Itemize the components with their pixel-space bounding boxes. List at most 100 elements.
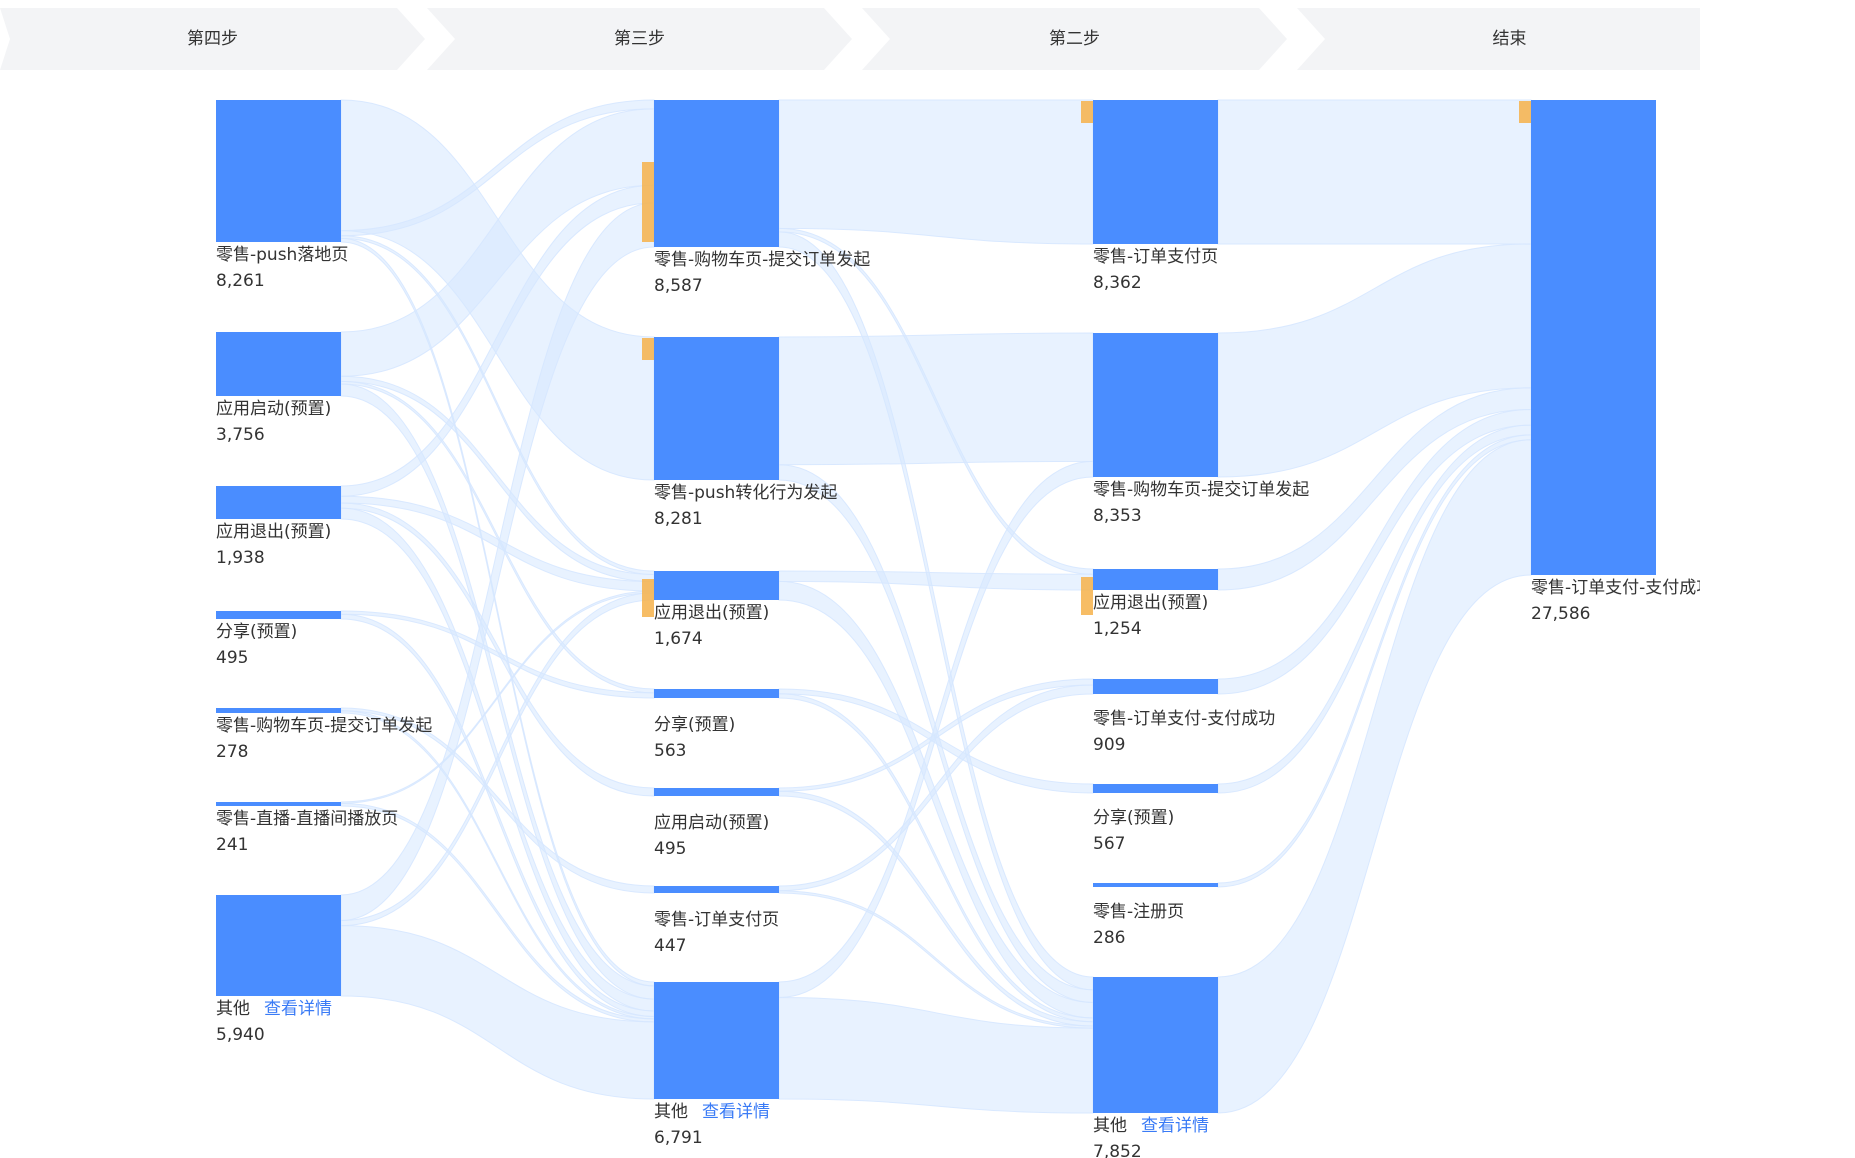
step-chevron — [1297, 8, 1722, 70]
node-value-c2n1: 8,353 — [1093, 506, 1142, 526]
view-details-link[interactable]: 查看详情 — [702, 1102, 770, 1122]
node-accent-c1n2 — [642, 579, 654, 617]
node-c2n5[interactable] — [1093, 883, 1218, 887]
flow-link-c1n6-c2n1[interactable] — [778, 460, 1094, 999]
flow-link-c0n5-c1n2[interactable] — [340, 590, 655, 804]
flow-link-c1n0-c2n0[interactable] — [778, 99, 1094, 245]
node-label-text: 零售-购物车页-提交订单发起 — [1093, 480, 1310, 500]
node-label-text: 零售-push转化行为发起 — [654, 483, 838, 503]
node-c0n2[interactable] — [216, 486, 341, 519]
node-c2n3[interactable] — [1093, 679, 1218, 694]
step-label: 第四步 — [187, 29, 238, 49]
node-label-c2n0: 零售-订单支付页 — [1093, 246, 1218, 268]
node-label-c1n1: 零售-push转化行为发起 — [654, 482, 837, 504]
step-label: 结束 — [1492, 29, 1527, 49]
node-c2n2[interactable] — [1093, 569, 1218, 590]
node-c0n4[interactable] — [216, 708, 341, 713]
node-label-text: 分享(预置) — [1093, 808, 1175, 828]
node-value-c2n4: 567 — [1093, 834, 1126, 854]
nodes-layer — [216, 100, 1656, 1113]
step-2: 第三步 — [427, 8, 852, 70]
node-label-c1n0: 零售-购物车页-提交订单发起 — [654, 249, 870, 271]
node-c2n6[interactable] — [1093, 977, 1218, 1113]
step-4: 结束 — [1297, 8, 1722, 70]
node-value-c1n3: 563 — [654, 741, 687, 761]
node-c1n2[interactable] — [654, 571, 779, 600]
node-value-c1n5: 447 — [654, 936, 687, 956]
node-value-c2n0: 8,362 — [1093, 273, 1142, 293]
step-chevron — [0, 8, 425, 70]
node-label-text: 分享(预置) — [654, 715, 736, 735]
node-label-text: 分享(预置) — [216, 622, 298, 642]
node-c2n1[interactable] — [1093, 333, 1218, 477]
step-label: 第二步 — [1049, 29, 1100, 49]
node-c3n0[interactable] — [1531, 100, 1656, 575]
node-value-c3n0: 27,586 — [1531, 604, 1591, 624]
links-layer — [340, 99, 1532, 1114]
node-accent-c3n0 — [1519, 101, 1531, 123]
node-accent-c1n1 — [642, 338, 654, 360]
node-label-c2n4: 分享(预置) — [1093, 807, 1174, 829]
viewport-clip — [1700, 0, 1855, 1158]
node-c1n1[interactable] — [654, 337, 779, 480]
node-c1n6[interactable] — [654, 982, 779, 1099]
node-c1n4[interactable] — [654, 788, 779, 796]
node-c0n5[interactable] — [216, 802, 341, 806]
node-label-c2n6: 其他 查看详情 — [1093, 1115, 1209, 1137]
node-label-c0n3: 分享(预置) — [216, 621, 297, 643]
node-value-c0n3: 495 — [216, 648, 249, 668]
node-value-c1n2: 1,674 — [654, 629, 703, 649]
node-c0n1[interactable] — [216, 332, 341, 396]
node-label-text: 零售-注册页 — [1093, 902, 1185, 922]
step-chevron — [862, 8, 1287, 70]
node-value-c1n1: 8,281 — [654, 509, 703, 529]
node-c2n0[interactable] — [1093, 100, 1218, 244]
view-details-link[interactable]: 查看详情 — [264, 999, 332, 1019]
node-value-c0n5: 241 — [216, 835, 249, 855]
node-label-c2n5: 零售-注册页 — [1093, 901, 1184, 923]
node-label-c1n4: 应用启动(预置) — [654, 812, 769, 834]
node-label-text: 其他 — [216, 999, 250, 1019]
step-header: 第四步 第三步 第二步 结束 — [0, 8, 1722, 70]
node-label-c2n1: 零售-购物车页-提交订单发起 — [1093, 479, 1309, 501]
node-label-text: 其他 — [654, 1102, 688, 1122]
view-details-link[interactable]: 查看详情 — [1141, 1116, 1209, 1136]
flow-link-c1n3-c2n4[interactable] — [778, 688, 1094, 794]
node-label-c0n4: 零售-购物车页-提交订单发起 — [216, 715, 432, 737]
node-value-c2n2: 1,254 — [1093, 619, 1142, 639]
node-label-c1n5: 零售-订单支付页 — [654, 909, 779, 931]
node-c1n5[interactable] — [654, 886, 779, 893]
node-label-c0n1: 应用启动(预置) — [216, 398, 331, 420]
node-label-text: 零售-push落地页 — [216, 245, 349, 265]
node-label-c1n3: 分享(预置) — [654, 714, 735, 736]
node-value-c0n4: 278 — [216, 742, 249, 762]
node-label-text: 应用启动(预置) — [216, 399, 332, 419]
node-value-c1n6: 6,791 — [654, 1128, 703, 1148]
node-c0n0[interactable] — [216, 100, 341, 242]
node-accent-c1n0 — [642, 162, 654, 242]
node-c1n0[interactable] — [654, 100, 779, 247]
node-label-c2n3: 零售-订单支付-支付成功 — [1093, 708, 1275, 730]
node-label-text: 零售-购物车页-提交订单发起 — [654, 250, 871, 270]
node-c1n3[interactable] — [654, 689, 779, 698]
node-label-text: 零售-订单支付-支付成功 — [1093, 709, 1276, 729]
node-label-c0n2: 应用退出(预置) — [216, 521, 331, 543]
flow-link-c2n0-c3n0[interactable] — [1217, 99, 1532, 245]
flow-link-c1n1-c2n1[interactable] — [778, 332, 1094, 466]
node-value-c0n2: 1,938 — [216, 548, 265, 568]
node-c0n6[interactable] — [216, 895, 341, 996]
node-value-c0n1: 3,756 — [216, 425, 265, 445]
step-3: 第二步 — [862, 8, 1287, 70]
node-c0n3[interactable] — [216, 611, 341, 619]
node-label-text: 应用启动(预置) — [654, 813, 770, 833]
node-c2n4[interactable] — [1093, 784, 1218, 793]
flow-link-c1n2-c2n2[interactable] — [778, 570, 1094, 591]
node-label-text: 其他 — [1093, 1116, 1127, 1136]
step-label: 第三步 — [614, 29, 665, 49]
node-value-c0n0: 8,261 — [216, 271, 265, 291]
node-label-c0n6: 其他 查看详情 — [216, 998, 332, 1020]
node-label-c0n5: 零售-直播-直播间播放页 — [216, 808, 398, 830]
node-value-c1n0: 8,587 — [654, 276, 703, 296]
